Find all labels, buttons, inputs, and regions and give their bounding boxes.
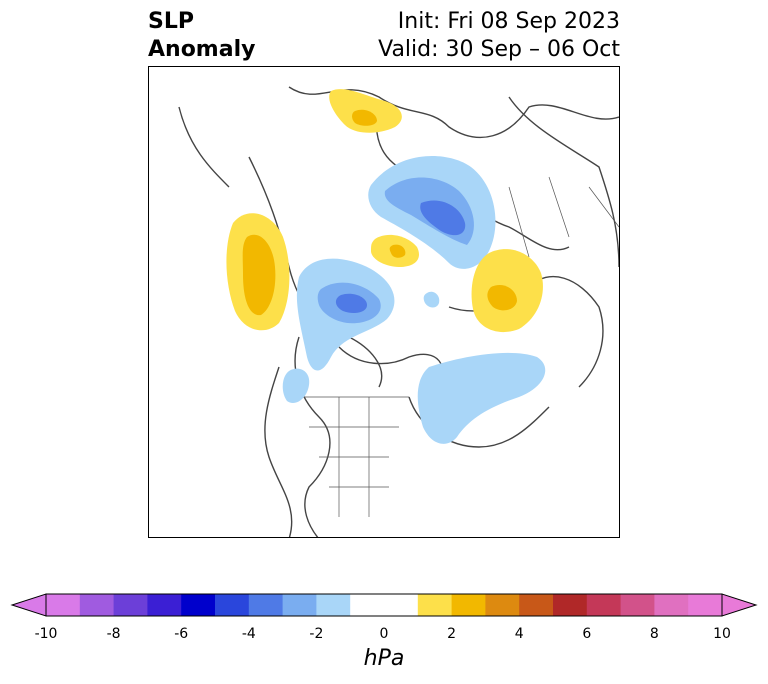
anomaly-negative-north-atlantic [417, 352, 546, 444]
colorbar [10, 593, 758, 617]
colorbar-border [45, 593, 723, 617]
colorbar-tick-label: 10 [713, 626, 731, 642]
colorbar-segment [350, 594, 385, 616]
colorbar-segment [485, 594, 520, 616]
anomaly-negative-canadian-arctic [296, 258, 395, 371]
colorbar-tick-label: 4 [514, 626, 524, 642]
colorbar-segment [248, 594, 284, 616]
valid-range: Valid: 30 Sep – 06 Oct [378, 37, 620, 62]
anomaly-positive-hudson-bay-north [471, 249, 543, 333]
colorbar-segment [147, 594, 182, 616]
title-variable: SLP [148, 9, 194, 34]
colorbar-extend-high [721, 593, 758, 617]
colorbar-units: hPa [363, 646, 405, 671]
colorbar-segment [451, 594, 486, 616]
chart-subtitle: Init: Fri 08 Sep 2023 Valid: 30 Sep – 06… [378, 8, 620, 64]
map-canvas [178, 86, 619, 537]
colorbar-tick-label: -10 [34, 626, 58, 642]
chart-title: SLP Anomaly [148, 8, 255, 64]
colorbar-segment [215, 594, 250, 616]
colorbar-tick-label: 8 [649, 626, 659, 642]
colorbar-segment [384, 594, 419, 616]
colorbar-segment [282, 594, 317, 616]
colorbar-segment [316, 594, 351, 616]
colorbar-tick-label: -4 [241, 626, 256, 642]
colorbar-segment [688, 594, 723, 616]
colorbar-segment [79, 594, 115, 616]
colorbar-segment [620, 594, 655, 616]
colorbar-tick-label: -8 [106, 626, 121, 642]
title-variable-type: Anomaly [148, 37, 256, 62]
colorbar-segment [586, 594, 622, 616]
anomaly-negative-pacific-northwest [282, 368, 310, 404]
colorbar-segment [46, 594, 81, 616]
colorbar-tick-label: 0 [379, 626, 389, 642]
anomaly-negative-western-siberia [368, 156, 496, 269]
colorbar-segment [417, 594, 453, 616]
colorbar-tick-label: 2 [447, 626, 457, 642]
colorbar-tick-label: -2 [309, 626, 324, 642]
anomaly-positive-gulf-of-alaska [226, 213, 290, 331]
colorbar-segment [113, 594, 148, 616]
anomaly-positive-kara-sea [371, 234, 419, 267]
colorbar-segment [181, 594, 216, 616]
colorbar-extend-low [10, 593, 47, 617]
colorbar-segment [519, 594, 554, 616]
colorbar-segment [553, 594, 588, 616]
anomaly-negative-svalbard [423, 291, 440, 308]
map-panel [148, 66, 620, 538]
init-date: Init: Fri 08 Sep 2023 [397, 9, 620, 34]
colorbar-tick-label: 6 [582, 626, 592, 642]
colorbar-segment [654, 594, 689, 616]
colorbar-tick-label: -6 [174, 626, 189, 642]
anomaly-positive-scandinavia [329, 89, 402, 133]
